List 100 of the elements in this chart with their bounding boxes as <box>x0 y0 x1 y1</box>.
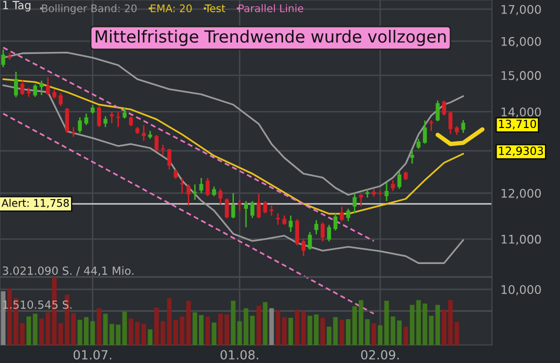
bar <box>340 320 344 345</box>
bar <box>141 324 146 345</box>
candlestick <box>122 107 127 120</box>
candlestick <box>422 120 427 144</box>
bar <box>205 316 210 345</box>
candlestick <box>263 200 268 214</box>
candlestick <box>270 204 274 216</box>
candlestick <box>224 198 229 220</box>
bar <box>26 316 32 345</box>
candlestick <box>97 105 102 128</box>
candlestick <box>410 150 414 164</box>
bar <box>429 316 434 345</box>
candlestick <box>58 92 63 107</box>
candlestick <box>314 220 318 235</box>
candlestick <box>218 188 222 205</box>
candlestick <box>250 200 254 219</box>
bar <box>218 314 223 345</box>
candlestick <box>390 179 395 192</box>
line-series <box>2 52 464 196</box>
candlestick <box>416 138 420 150</box>
bar <box>276 310 280 345</box>
candlestick <box>352 192 357 214</box>
bar <box>173 320 178 345</box>
candlestick <box>231 192 236 220</box>
legend-label: Bollinger Band: 20 <box>42 4 137 14</box>
x-tick-label: 02.09. <box>361 350 399 360</box>
candlestick <box>116 111 120 128</box>
candlestick <box>154 134 159 152</box>
bar <box>78 320 82 345</box>
candlestick <box>256 193 261 220</box>
candlestick <box>167 148 172 170</box>
text: 12,9303 <box>499 146 543 156</box>
legend-label: Parallel Linie <box>238 4 304 12</box>
candlestick <box>448 111 452 135</box>
candlestick <box>327 224 332 242</box>
text: 13,710 <box>499 120 536 130</box>
candlestick <box>308 231 312 250</box>
y-tick-label: 11,000 <box>502 234 541 245</box>
candlestick <box>340 206 344 222</box>
candlestick <box>65 107 70 134</box>
annotation: Mittelfristige Trendwende wurde vollzogen <box>96 30 446 46</box>
candlestick <box>174 168 178 180</box>
bar <box>224 314 230 345</box>
chart-subtitle: 1 Tag <box>3 1 30 12</box>
candlestick <box>110 111 114 124</box>
candlestick <box>282 214 286 226</box>
candlestick <box>20 80 24 96</box>
candlestick <box>186 184 190 206</box>
bar <box>288 318 294 345</box>
bar <box>256 306 262 345</box>
candlestick <box>40 80 44 96</box>
candlestick <box>320 222 325 242</box>
bar <box>346 319 351 345</box>
candlestick <box>346 208 350 222</box>
candlestick <box>359 193 363 208</box>
candlestick <box>333 212 338 232</box>
bar <box>282 317 287 345</box>
candlestick <box>295 218 300 246</box>
bar <box>96 308 102 345</box>
bar <box>320 318 325 345</box>
legend-label: Test <box>204 4 226 12</box>
y-tick-label: 17,000 <box>502 4 541 16</box>
candlestick <box>1 48 6 68</box>
bar <box>314 314 319 345</box>
candlestick <box>212 186 216 197</box>
bar <box>262 302 268 345</box>
bar <box>148 329 152 345</box>
bar <box>84 317 89 345</box>
bar <box>122 312 127 345</box>
bar <box>230 300 236 345</box>
y-tick-label: 16,000 <box>502 36 541 48</box>
bar <box>269 308 274 345</box>
bar <box>435 304 440 345</box>
line-series <box>436 127 484 146</box>
y-tick-label: 15,000 <box>502 71 541 82</box>
candlestick <box>436 100 440 122</box>
bar <box>192 312 198 345</box>
candlestick <box>302 238 306 257</box>
bar <box>403 326 408 345</box>
y-tick-label: 10,000 <box>502 285 541 296</box>
bar <box>167 298 172 345</box>
candlestick <box>33 83 38 98</box>
bar <box>58 323 63 345</box>
bar <box>32 314 38 345</box>
ref-line-label: 3.021.090 S. / 44,1 Mio. <box>2 266 134 276</box>
candlestick <box>397 170 402 190</box>
bar <box>110 324 114 345</box>
candlestick <box>288 214 293 233</box>
candlestick <box>384 182 389 202</box>
legend-label: EMA: 20 <box>150 4 192 12</box>
candlestick <box>206 177 210 197</box>
candlestick <box>78 116 82 134</box>
candlestick <box>180 177 184 194</box>
bar <box>103 314 108 345</box>
y-tick-label: 14,000 <box>502 107 541 118</box>
candlestick <box>14 71 18 98</box>
candlestick <box>276 212 280 226</box>
bar <box>378 325 382 345</box>
candlestick <box>244 200 248 228</box>
bar <box>212 322 216 345</box>
